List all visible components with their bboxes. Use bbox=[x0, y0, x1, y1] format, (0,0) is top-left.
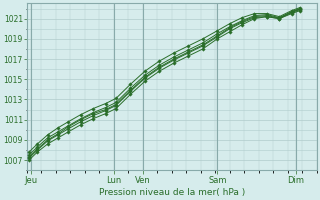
X-axis label: Pression niveau de la mer( hPa ): Pression niveau de la mer( hPa ) bbox=[99, 188, 245, 197]
